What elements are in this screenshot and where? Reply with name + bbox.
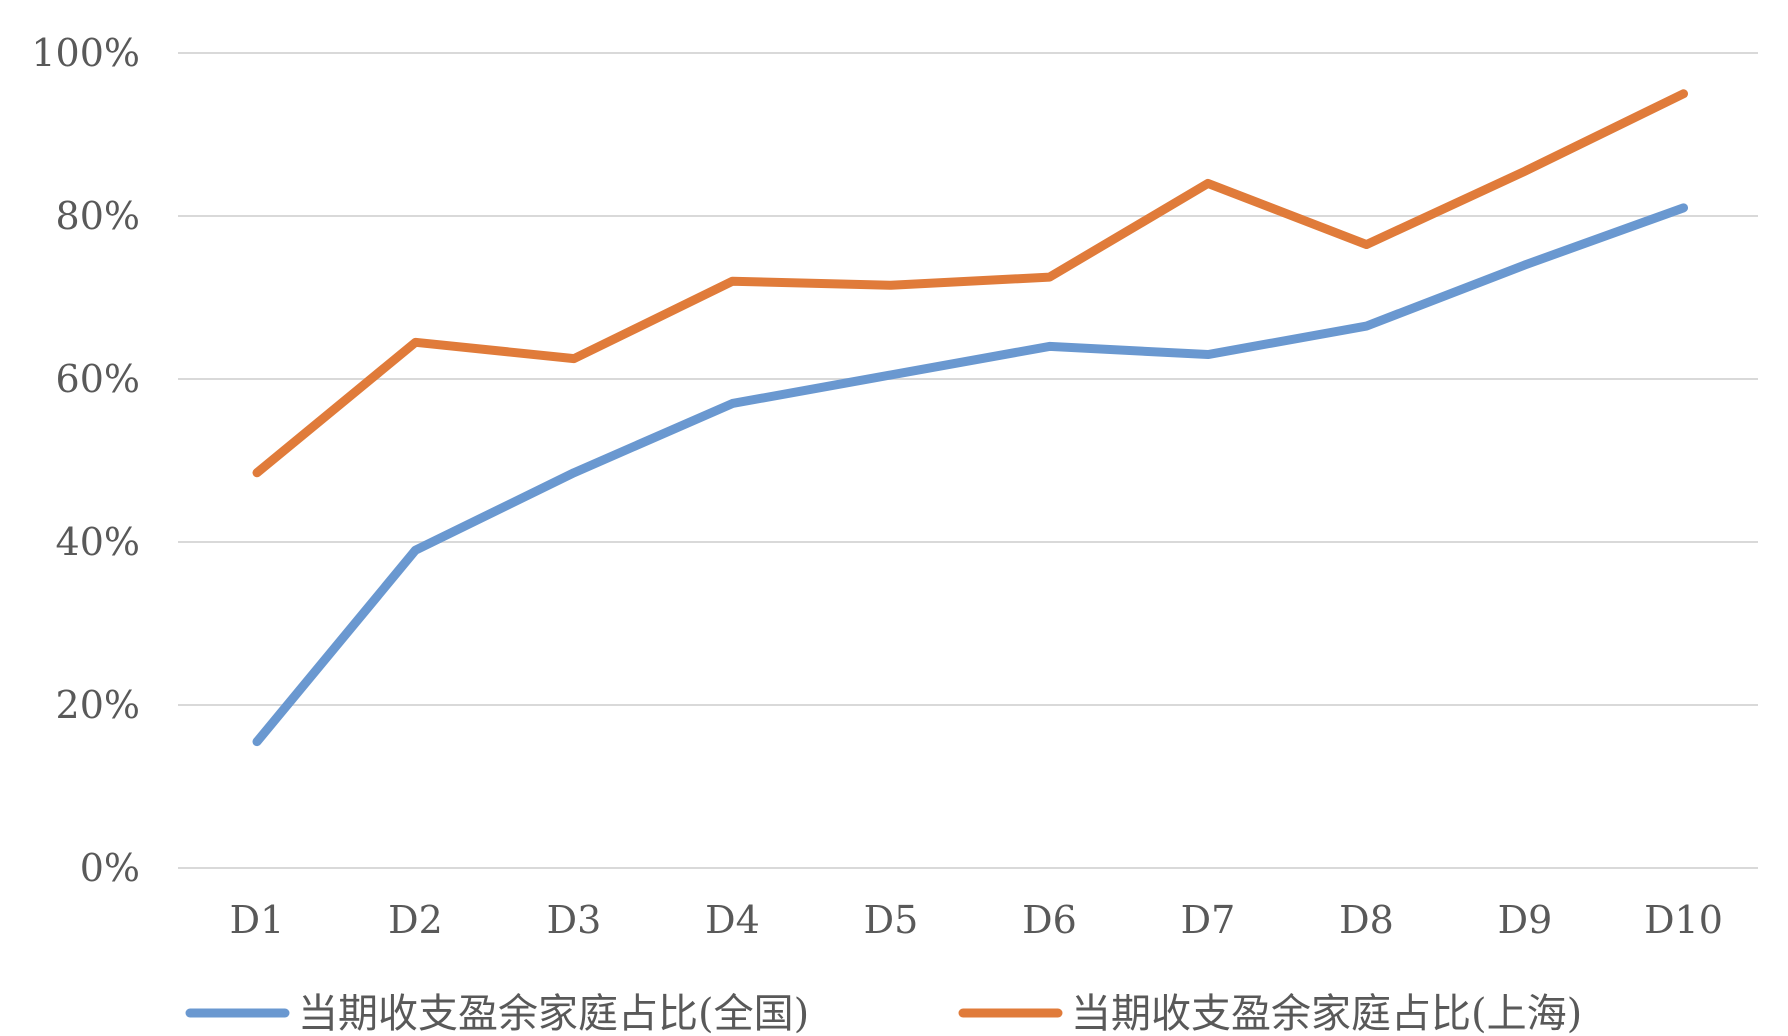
x-tick-label: D3 xyxy=(547,898,602,942)
y-tick-label: 40% xyxy=(56,520,140,564)
x-tick-label: D2 xyxy=(388,898,443,942)
legend-label-2: 当期收支盈余家庭占比(上海) xyxy=(1071,991,1582,1036)
x-tick-label: D1 xyxy=(230,898,285,942)
x-tick-label: D6 xyxy=(1022,898,1077,942)
y-tick-label: 80% xyxy=(56,194,140,238)
series-line-1 xyxy=(252,203,1688,747)
y-tick-label: 0% xyxy=(80,846,140,890)
x-tick-label: D10 xyxy=(1644,898,1723,942)
series-line-2 xyxy=(252,89,1688,478)
x-tick-label: D7 xyxy=(1181,898,1236,942)
y-axis-ticks: 0% 20% 40% 60% 80% 100% xyxy=(31,31,140,890)
series-lines xyxy=(252,89,1688,747)
legend-label-1: 当期收支盈余家庭占比(全国) xyxy=(298,991,809,1036)
x-tick-label: D8 xyxy=(1339,898,1394,942)
x-tick-label: D9 xyxy=(1498,898,1553,942)
x-tick-label: D5 xyxy=(864,898,919,942)
y-tick-label: 20% xyxy=(56,683,140,727)
x-axis-ticks: D1 D2 D3 D4 D5 D6 D7 D8 D9 D10 xyxy=(230,898,1723,942)
y-tick-label: 60% xyxy=(56,357,140,401)
legend: 当期收支盈余家庭占比(全国) 当期收支盈余家庭占比(上海) xyxy=(185,991,1582,1036)
y-tick-label: 100% xyxy=(31,31,140,75)
x-tick-label: D4 xyxy=(705,898,760,942)
